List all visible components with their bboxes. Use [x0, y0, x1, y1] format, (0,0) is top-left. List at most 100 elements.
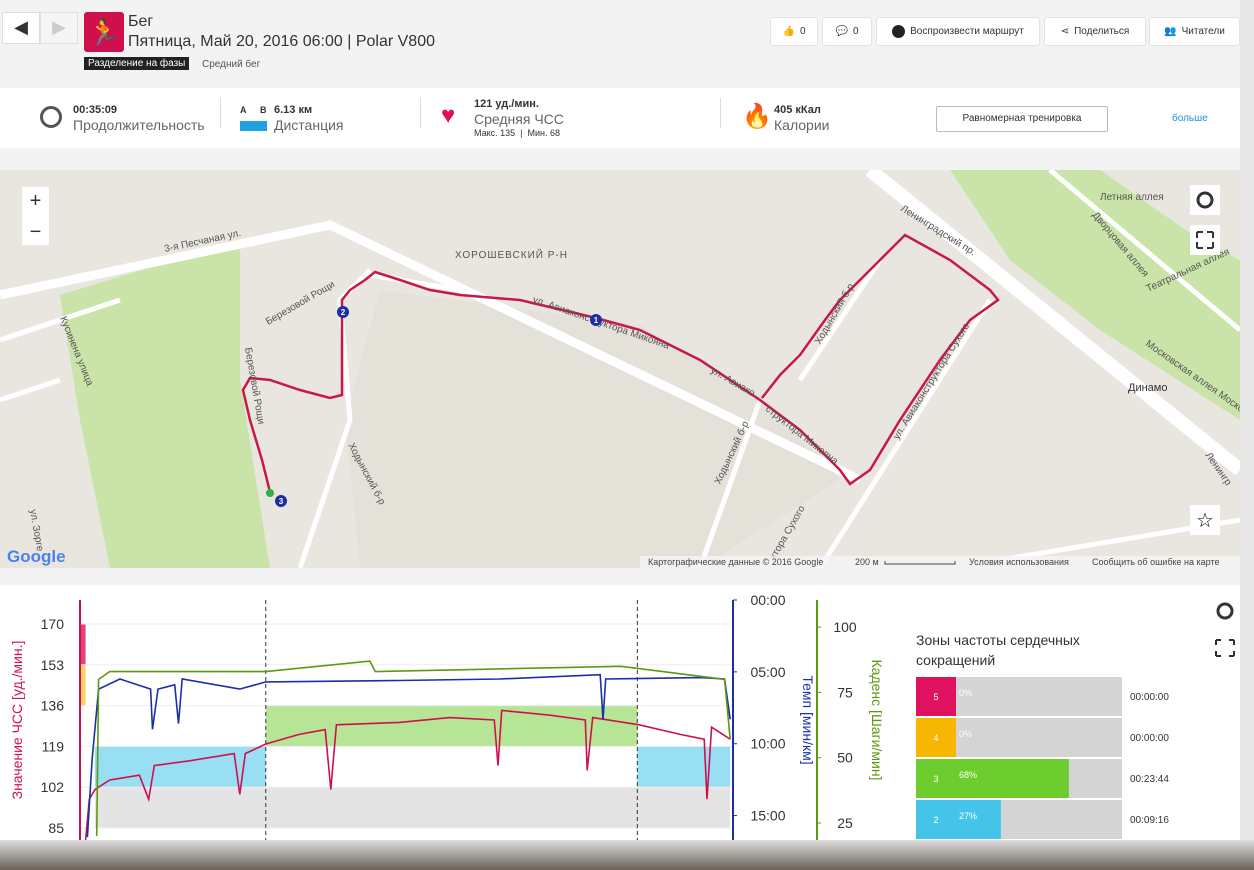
dist-a: A — [240, 105, 247, 115]
series-line — [84, 709, 731, 840]
play-icon — [892, 25, 906, 38]
share-button[interactable]: ⋖ Поделиться — [1044, 17, 1146, 46]
scale-bar — [884, 561, 956, 565]
markers: 1 2 3 — [266, 306, 602, 507]
fullscreen-icon — [1196, 231, 1214, 249]
zone-number-box — [916, 677, 956, 716]
title: Пятница, Май 20, 2016 06:00 | Polar V800 — [128, 33, 435, 50]
zone-number-box — [916, 718, 956, 757]
zone-number-box — [916, 800, 956, 839]
share-icon: ⋖ — [1060, 26, 1070, 37]
heart-icon: ♥ — [441, 102, 456, 129]
gear-icon — [1216, 602, 1234, 620]
y-tick-label: 119 — [42, 738, 65, 754]
marker — [590, 314, 602, 326]
map[interactable]: 3-я Песчаная ул. ХОРОШЕВСКИЙ Р-Н ул. Ави… — [0, 170, 1240, 568]
dist-label: Дистанция — [274, 117, 344, 133]
type-button[interactable]: Равномерная тренировка — [936, 106, 1108, 132]
readers: Читатели — [1181, 26, 1225, 37]
zone-duration: 00:00:00 — [1130, 733, 1169, 744]
map-label: Летняя аллея — [1100, 192, 1164, 203]
marker-label: 1 — [594, 316, 599, 325]
attribution: Картографические данные © 2016 Google — [648, 557, 823, 567]
zone-track — [956, 718, 1122, 757]
more-link[interactable]: больше — [1172, 113, 1208, 124]
sport-icon: 🏃 — [84, 12, 124, 52]
y-tick-label: 102 — [41, 779, 65, 795]
y2-tick-label: 10:00 — [750, 736, 785, 752]
zone-percent: 68% — [959, 770, 977, 780]
zoom-in[interactable]: + — [30, 190, 42, 212]
report[interactable]: Сообщить об ошибке на карте — [1092, 557, 1219, 567]
zone-band — [265, 705, 638, 747]
zoom-out[interactable]: − — [30, 221, 42, 243]
roads — [0, 170, 1240, 568]
divider — [420, 98, 421, 128]
taskbar — [0, 840, 1254, 870]
zone-number: 5 — [933, 692, 938, 702]
zoom-control[interactable] — [22, 187, 49, 245]
zones-title: Зоны частоты сердечных сокращений — [916, 632, 1080, 668]
y2-tick-label: 15:00 — [750, 808, 785, 824]
zone-bar — [956, 800, 1001, 839]
terms[interactable]: Условия использования — [969, 557, 1069, 567]
stopwatch-icon — [40, 106, 62, 128]
hr-value: 121 уд./мин. — [474, 98, 539, 110]
nav-forward[interactable]: ▶ — [40, 12, 78, 44]
readers-button[interactable]: 👥 Читатели — [1149, 17, 1240, 46]
zone-percent: 0% — [959, 729, 972, 739]
chart-settings[interactable] — [1212, 598, 1238, 624]
phase-badge[interactable]: Разделение на фазы — [84, 57, 190, 70]
divider — [720, 98, 721, 128]
divider — [220, 98, 221, 128]
like-button[interactable]: 👍 0 — [770, 17, 818, 46]
zone-duration: 00:23:44 — [1130, 774, 1169, 785]
park — [950, 170, 1240, 420]
hr-minmax: Макс. 135 | Мин. 68 — [474, 128, 561, 138]
y-tick-label: 170 — [41, 616, 65, 632]
zone-duration: 00:00:00 — [1130, 692, 1169, 703]
axis-title: Значение ЧСС [уд./мин.] — [9, 641, 25, 800]
zone-duration: 00:09:16 — [1130, 815, 1169, 826]
zone-bar — [956, 759, 1069, 798]
y3-tick-label: 100 — [833, 619, 857, 635]
star-icon: ☆ — [1196, 510, 1214, 532]
fullscreen-button[interactable] — [1190, 225, 1220, 255]
start-marker — [266, 489, 274, 497]
zone-band — [80, 664, 86, 706]
nav-back[interactable]: ◀ — [2, 12, 40, 44]
zone-band — [637, 746, 730, 788]
cal-value: 405 кКал — [774, 104, 821, 116]
settings-button[interactable] — [1190, 185, 1220, 215]
marker — [337, 306, 349, 318]
comment-button[interactable]: 💬 0 — [822, 17, 872, 46]
comments: 0 — [852, 26, 859, 37]
zone-number-box — [916, 759, 956, 798]
route — [241, 233, 1000, 493]
replay-button[interactable]: Воспроизвести маршрут — [876, 17, 1040, 46]
zone-band — [94, 746, 266, 788]
y3-tick-label: 25 — [837, 815, 853, 831]
favorite-button[interactable] — [1190, 505, 1220, 535]
axis-title: Каденс [Шаги/мин] — [869, 660, 885, 781]
zone-track — [956, 677, 1122, 716]
share: Поделиться — [1074, 26, 1130, 37]
hr-label: Средняя ЧСС — [474, 111, 564, 127]
map-label: Динамо — [1128, 382, 1167, 394]
marker-label: 3 — [279, 497, 284, 506]
marker — [275, 495, 287, 507]
y-tick-label: 136 — [41, 698, 65, 714]
phase: Средний бег — [202, 59, 261, 70]
y2-tick-label: 00:00 — [750, 592, 785, 608]
zone-number: 4 — [933, 733, 938, 743]
zone-band — [80, 624, 86, 665]
flame-icon: 🔥 — [742, 103, 772, 130]
y-tick-label: 85 — [48, 820, 64, 836]
fullscreen-icon[interactable] — [1215, 639, 1235, 657]
zone-number: 3 — [933, 774, 938, 784]
marker-label: 2 — [341, 308, 346, 317]
block — [345, 290, 840, 568]
zone-band — [94, 787, 731, 828]
